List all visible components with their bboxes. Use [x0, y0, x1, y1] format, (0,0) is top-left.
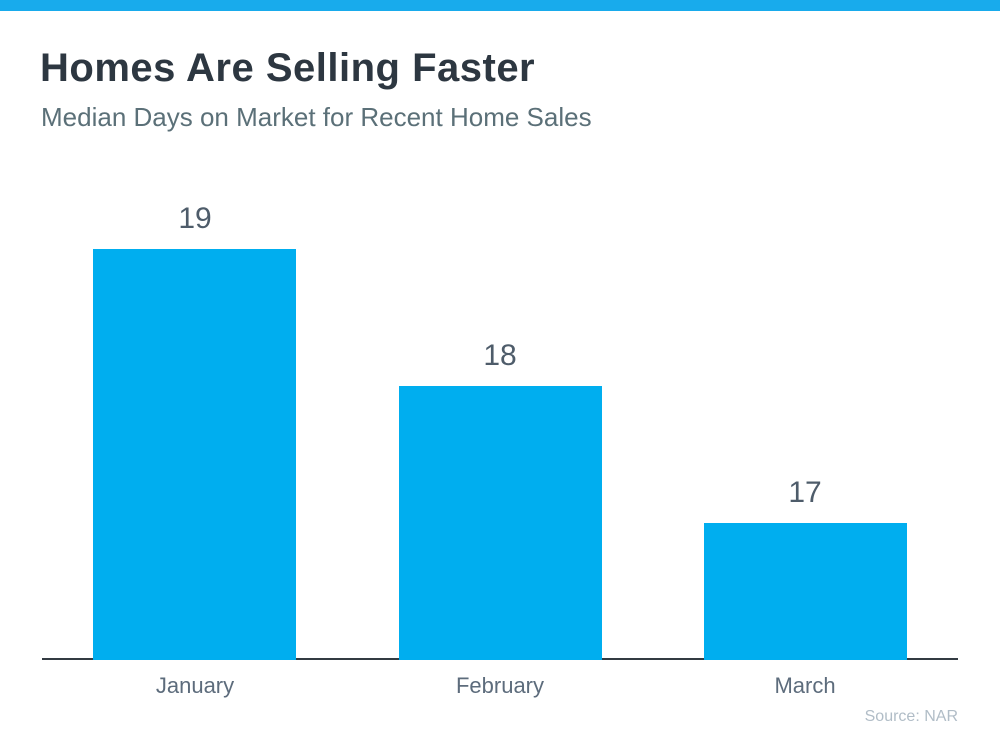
page-subtitle: Median Days on Market for Recent Home Sa… [41, 102, 592, 132]
source-note: Source: NAR [864, 708, 958, 725]
bar-march [704, 523, 907, 660]
bar-value-february: 18 [483, 339, 517, 372]
bar-chart: 19 January 18 February 17 March [42, 180, 958, 698]
page-title: Homes Are Selling Faster [40, 46, 536, 90]
chart-header: Homes Are Selling Faster Median Days on … [40, 44, 592, 132]
bar-value-march: 17 [788, 476, 822, 509]
bar-january [93, 249, 296, 660]
x-tick-label-february: February [455, 673, 545, 698]
top-accent-bar [0, 0, 1000, 11]
bar-value-january: 19 [178, 202, 212, 235]
x-tick-label-january: January [155, 673, 235, 698]
x-tick-label-march: March [774, 673, 836, 698]
bar-february [399, 386, 602, 660]
